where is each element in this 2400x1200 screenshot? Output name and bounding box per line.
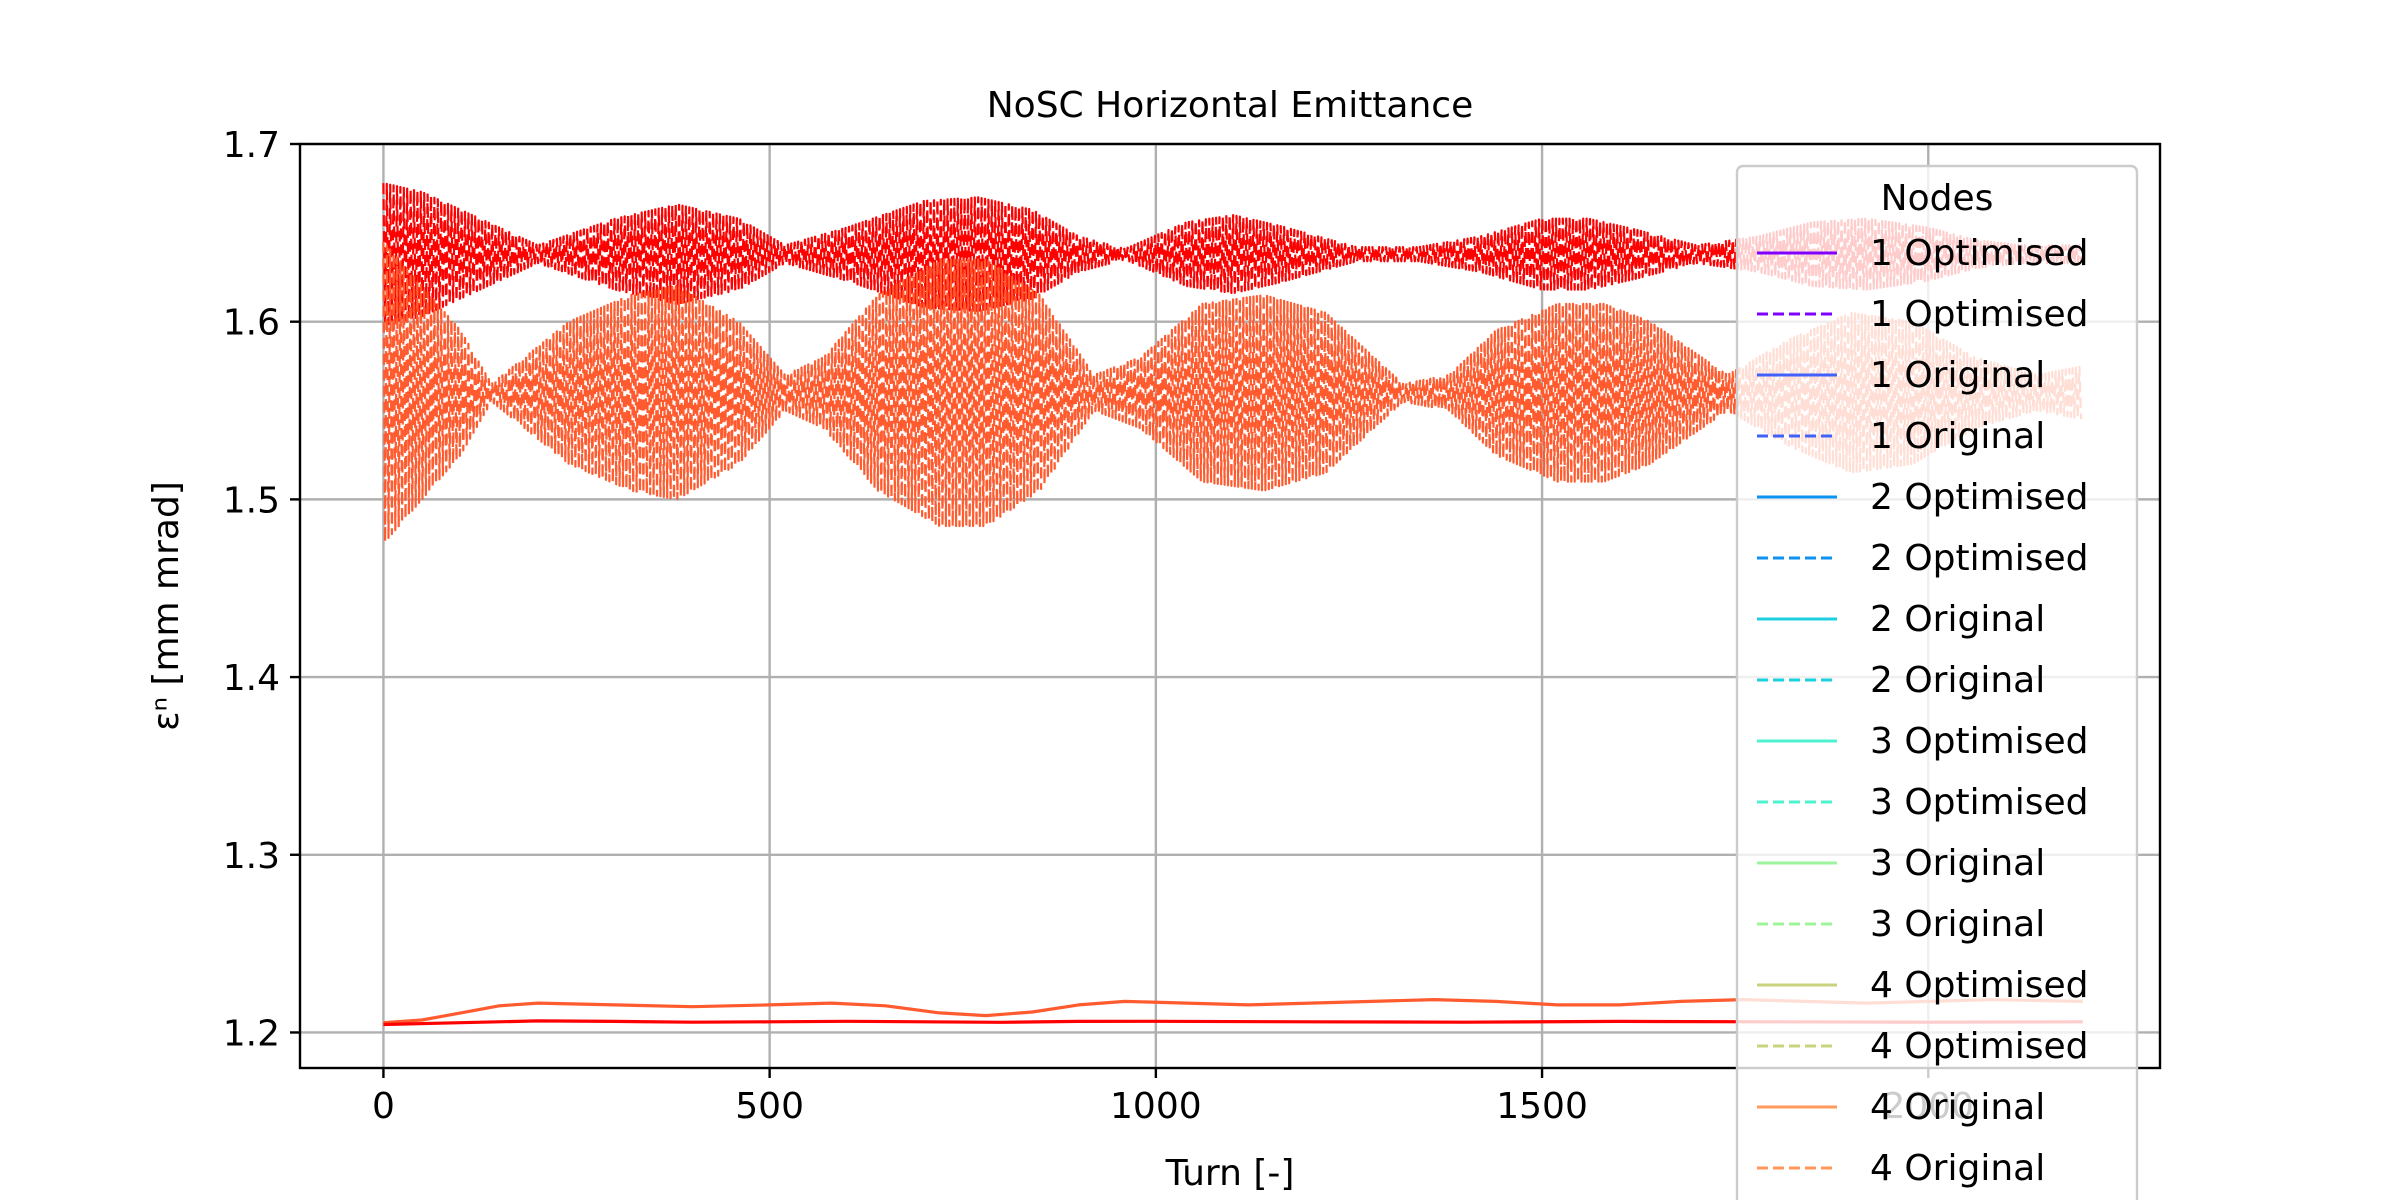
y-tick-label: 1.7 bbox=[223, 125, 280, 166]
axis-ticks: 05001000150020001.21.31.41.51.61.7 bbox=[223, 125, 1974, 1127]
chart-title: NoSC Horizontal Emittance bbox=[987, 85, 1474, 126]
legend-title: Nodes bbox=[1881, 178, 1994, 219]
legend-box bbox=[1735, 164, 2139, 1200]
x-tick-label: 500 bbox=[735, 1086, 804, 1127]
y-axis-label: εⁿ [mm mrad] bbox=[146, 481, 187, 731]
legend-entry-label: 1 Original bbox=[1870, 355, 2045, 396]
legend-entry-label: 3 Optimised bbox=[1870, 721, 2088, 762]
legend-entry-label: 2 Original bbox=[1870, 599, 2045, 640]
legend-entry-label: 1 Optimised bbox=[1870, 233, 2088, 274]
legend-entry-label: 2 Optimised bbox=[1870, 538, 2088, 579]
x-tick-label: 1000 bbox=[1110, 1086, 1202, 1127]
legend-entry-label: 2 Optimised bbox=[1870, 477, 2088, 518]
legend: Nodes 1 Optimised 1 Optimised 1 Original 1 … bbox=[1735, 164, 2139, 1200]
plot-frame bbox=[298, 142, 2162, 1070]
legend-entry-label: 1 Optimised bbox=[1870, 294, 2088, 335]
x-tick-label: 1500 bbox=[1496, 1086, 1588, 1127]
series-line-3 bbox=[383, 1019, 2083, 1027]
x-tick-label: 0 bbox=[372, 1086, 395, 1127]
y-tick-label: 1.4 bbox=[223, 658, 280, 699]
y-tick-label: 1.6 bbox=[223, 303, 280, 344]
legend-entry-label: 4 Original bbox=[1870, 1148, 2045, 1189]
x-axis-label: Turn [-] bbox=[1165, 1153, 1295, 1194]
legend-entry-label: 4 Optimised bbox=[1870, 965, 2088, 1006]
y-tick-label: 1.5 bbox=[223, 480, 280, 521]
legend-entry-label: 3 Original bbox=[1870, 904, 2045, 945]
legend-entry-label: 1 Original bbox=[1870, 416, 2045, 457]
legend-entry-label: 4 Optimised bbox=[1870, 1026, 2088, 1067]
legend-entry-label: 3 Optimised bbox=[1870, 782, 2088, 823]
legend-entry-label: 4 Original bbox=[1870, 1087, 2045, 1128]
legend-entry-label: 2 Original bbox=[1870, 660, 2045, 701]
legend-entry-label: 3 Original bbox=[1870, 843, 2045, 884]
y-tick-label: 1.3 bbox=[223, 836, 280, 877]
y-tick-label: 1.2 bbox=[223, 1013, 280, 1054]
